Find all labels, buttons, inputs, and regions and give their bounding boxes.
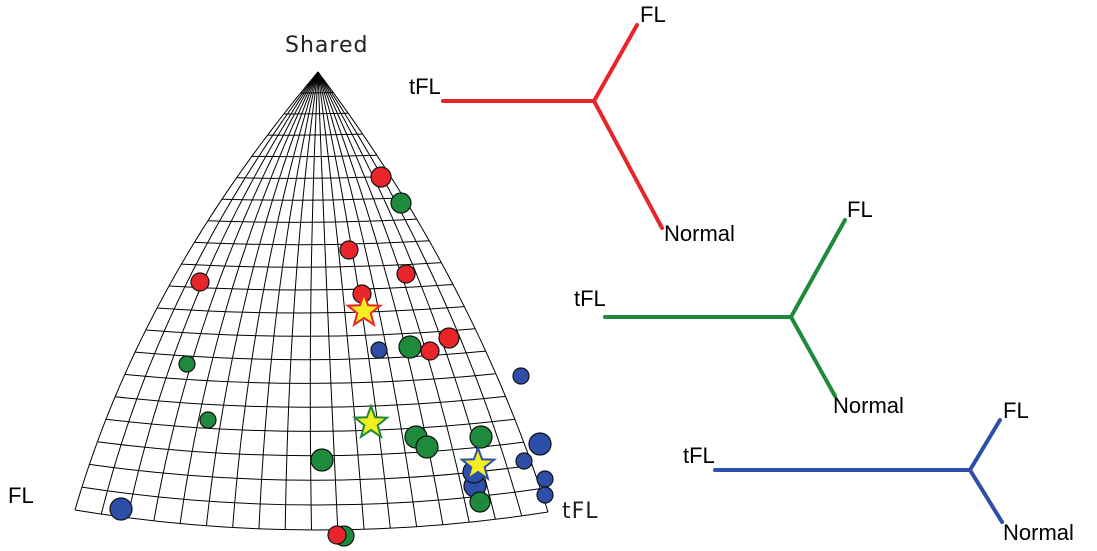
grid-line bbox=[317, 71, 470, 523]
tree-red: FL tFL Normal bbox=[409, 2, 735, 246]
apex-label: Shared bbox=[285, 33, 368, 58]
grid-line bbox=[317, 71, 523, 517]
grid-line bbox=[317, 71, 549, 513]
tree-red-label-top: FL bbox=[640, 2, 666, 27]
tree-blue: FL tFL Normal bbox=[683, 398, 1074, 545]
data-point-green bbox=[398, 335, 422, 359]
tree-blue-branch-top bbox=[968, 418, 1002, 472]
data-point-blue bbox=[536, 486, 554, 504]
data-point-green bbox=[469, 491, 491, 513]
right-corner-label: tFL bbox=[562, 499, 599, 524]
tree-green-branch-bottom bbox=[789, 315, 837, 398]
grid-line bbox=[317, 71, 418, 527]
data-point-blue bbox=[515, 452, 533, 470]
tree-green-label-bottom: Normal bbox=[833, 393, 904, 418]
grid-line bbox=[153, 71, 319, 521]
grid-line bbox=[317, 71, 339, 530]
star-markers bbox=[345, 291, 497, 482]
grid-line bbox=[100, 71, 319, 515]
grid-line bbox=[127, 71, 319, 518]
data-point-green bbox=[469, 425, 493, 449]
data-point-red bbox=[438, 327, 460, 349]
data-point-blue bbox=[109, 497, 133, 521]
data-point-red bbox=[327, 525, 347, 545]
data-point-red bbox=[339, 240, 359, 260]
data-point-green bbox=[390, 192, 412, 214]
tree-red-branch-top bbox=[592, 23, 639, 103]
data-point-red bbox=[420, 341, 440, 361]
data-point-green bbox=[199, 411, 217, 429]
grid-line bbox=[309, 71, 319, 531]
grid-line bbox=[232, 71, 319, 528]
star-green bbox=[352, 403, 390, 440]
data-point-red bbox=[396, 264, 416, 284]
grid-line bbox=[258, 71, 319, 529]
data-point-red bbox=[190, 272, 210, 292]
data-point-green bbox=[178, 355, 196, 373]
grid-line bbox=[317, 71, 496, 520]
grid-line bbox=[317, 71, 365, 530]
tree-red-branch-bottom bbox=[592, 99, 664, 230]
tree-green-label-top: FL bbox=[847, 197, 873, 222]
data-point-blue bbox=[536, 470, 554, 488]
data-point-red bbox=[370, 166, 392, 188]
tree-blue-branch-bottom bbox=[968, 468, 1004, 524]
tree-red-label-left: tFL bbox=[409, 74, 441, 99]
tree-green-branch-top bbox=[789, 218, 847, 319]
data-point-green bbox=[310, 448, 334, 472]
tree-red-label-bottom: Normal bbox=[664, 221, 735, 246]
tree-blue-label-bottom: Normal bbox=[1003, 520, 1074, 545]
grid-line bbox=[179, 71, 319, 524]
simplex-grid bbox=[74, 71, 549, 531]
grid-line bbox=[205, 71, 319, 526]
star-red bbox=[345, 291, 383, 328]
left-corner-label: FL bbox=[8, 483, 34, 508]
data-point-blue bbox=[512, 367, 530, 385]
tree-green: FL tFL Normal bbox=[574, 197, 904, 418]
star-blue bbox=[459, 445, 497, 482]
data-point-blue bbox=[528, 432, 552, 456]
data-point-blue bbox=[370, 341, 388, 359]
grid-line bbox=[284, 71, 319, 530]
grid-line bbox=[74, 71, 319, 511]
tree-blue-label-top: FL bbox=[1003, 398, 1029, 423]
tree-blue-label-left: tFL bbox=[683, 443, 715, 468]
tree-green-label-left: tFL bbox=[574, 286, 606, 311]
data-point-green bbox=[415, 435, 439, 459]
data-points bbox=[109, 166, 554, 547]
